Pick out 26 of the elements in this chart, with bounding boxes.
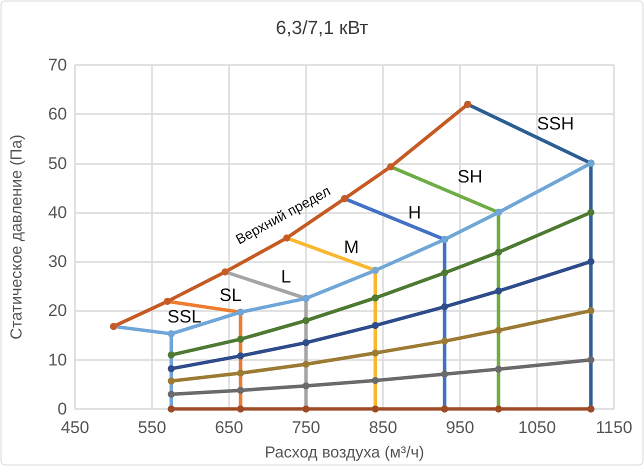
x-tick-label: 550	[138, 418, 166, 437]
x-tick-label: 850	[368, 418, 398, 437]
y-tick-label: 70	[48, 56, 67, 74]
annotation: L	[280, 266, 291, 286]
y-tick-label: 50	[48, 154, 67, 173]
y-axis-title: Статическое давление (Па)	[8, 134, 26, 340]
x-tick-label: 650	[214, 418, 244, 437]
x-tick-label: 950	[446, 418, 474, 437]
y-tick-label: 30	[48, 252, 67, 272]
x-tick-label: 750	[292, 418, 320, 437]
chart-title: 6,3/7,1 кВт	[276, 18, 369, 39]
y-tick-label: 10	[48, 350, 67, 370]
y-tick-label: 40	[48, 202, 67, 222]
annotation: SH	[458, 166, 483, 187]
annotation: M	[344, 236, 359, 257]
x-axis-title: Расход воздуха (м³/ч)	[264, 444, 424, 462]
x-tick-label: 1150	[596, 418, 632, 437]
annotation: SSH	[536, 113, 574, 134]
x-tick-label: 1050	[518, 418, 556, 437]
y-tick-label: 20	[48, 301, 67, 320]
annotation: SL	[220, 284, 242, 305]
annotation: SSL	[167, 306, 202, 327]
y-tick-label: 60	[48, 104, 67, 124]
y-tick-label: 0	[58, 400, 67, 418]
x-tick-label: 450	[60, 418, 90, 437]
annotation: H	[408, 202, 422, 222]
